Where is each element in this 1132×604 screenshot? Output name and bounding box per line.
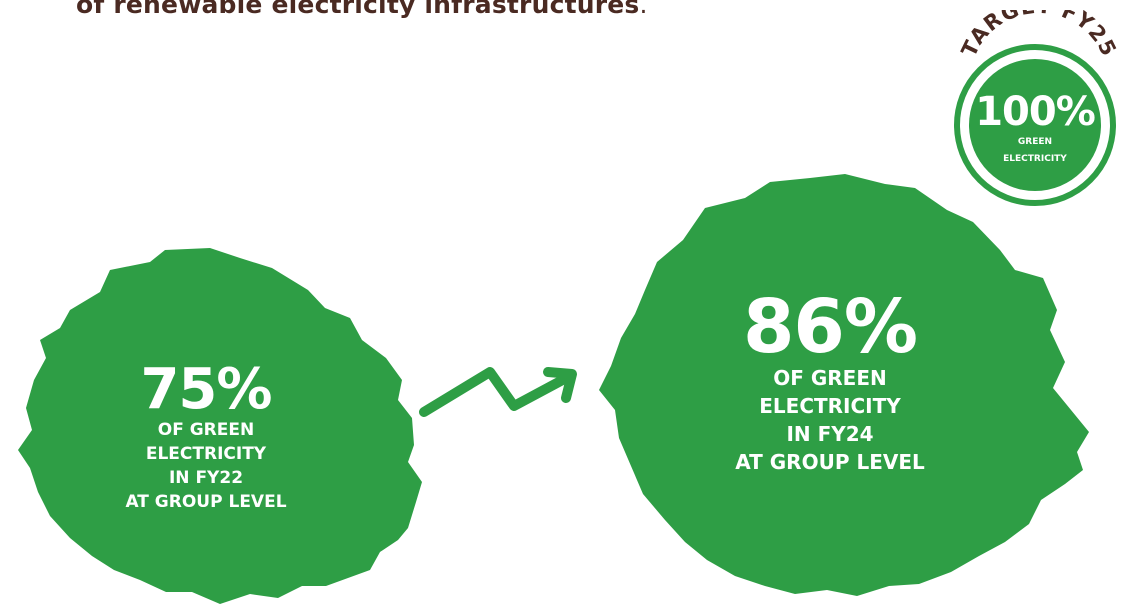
right-blob	[599, 174, 1089, 596]
right-stat-value: 86%	[742, 284, 918, 370]
left-stat-line-2: ELECTRICITY	[145, 444, 267, 464]
zigzag-arrow-icon	[419, 367, 577, 417]
left-stat-line-1: OF GREEN	[157, 420, 255, 440]
target-line-2: ELECTRICITY	[1003, 154, 1067, 164]
left-stat-line-4: AT GROUP LEVEL	[125, 492, 287, 512]
target-value: 100%	[975, 89, 1096, 135]
left-stat-line-3: IN FY22	[168, 468, 244, 488]
intro-line: of renewable electricity infrastructures	[76, 0, 640, 19]
left-blob	[18, 248, 422, 604]
right-stat-line-1: OF GREEN	[773, 366, 887, 390]
left-stat-value: 75%	[140, 357, 272, 422]
intro-text: of renewable electricity infrastructures…	[76, 0, 648, 20]
target-badge-text: 100% GREEN ELECTRICITY	[955, 90, 1115, 168]
target-line-1: GREEN	[1017, 137, 1053, 147]
left-stat: 75% OF GREEN ELECTRICITY IN FY22 AT GROU…	[96, 362, 316, 514]
right-stat-line-2: ELECTRICITY	[759, 394, 901, 418]
right-stat: 86% OF GREEN ELECTRICITY IN FY24 AT GROU…	[690, 290, 970, 476]
target-badge: TARGET FY25	[954, 10, 1120, 206]
right-stat-line-3: IN FY24	[786, 422, 874, 446]
intro-punct: .	[639, 0, 648, 19]
right-stat-line-4: AT GROUP LEVEL	[735, 450, 925, 474]
